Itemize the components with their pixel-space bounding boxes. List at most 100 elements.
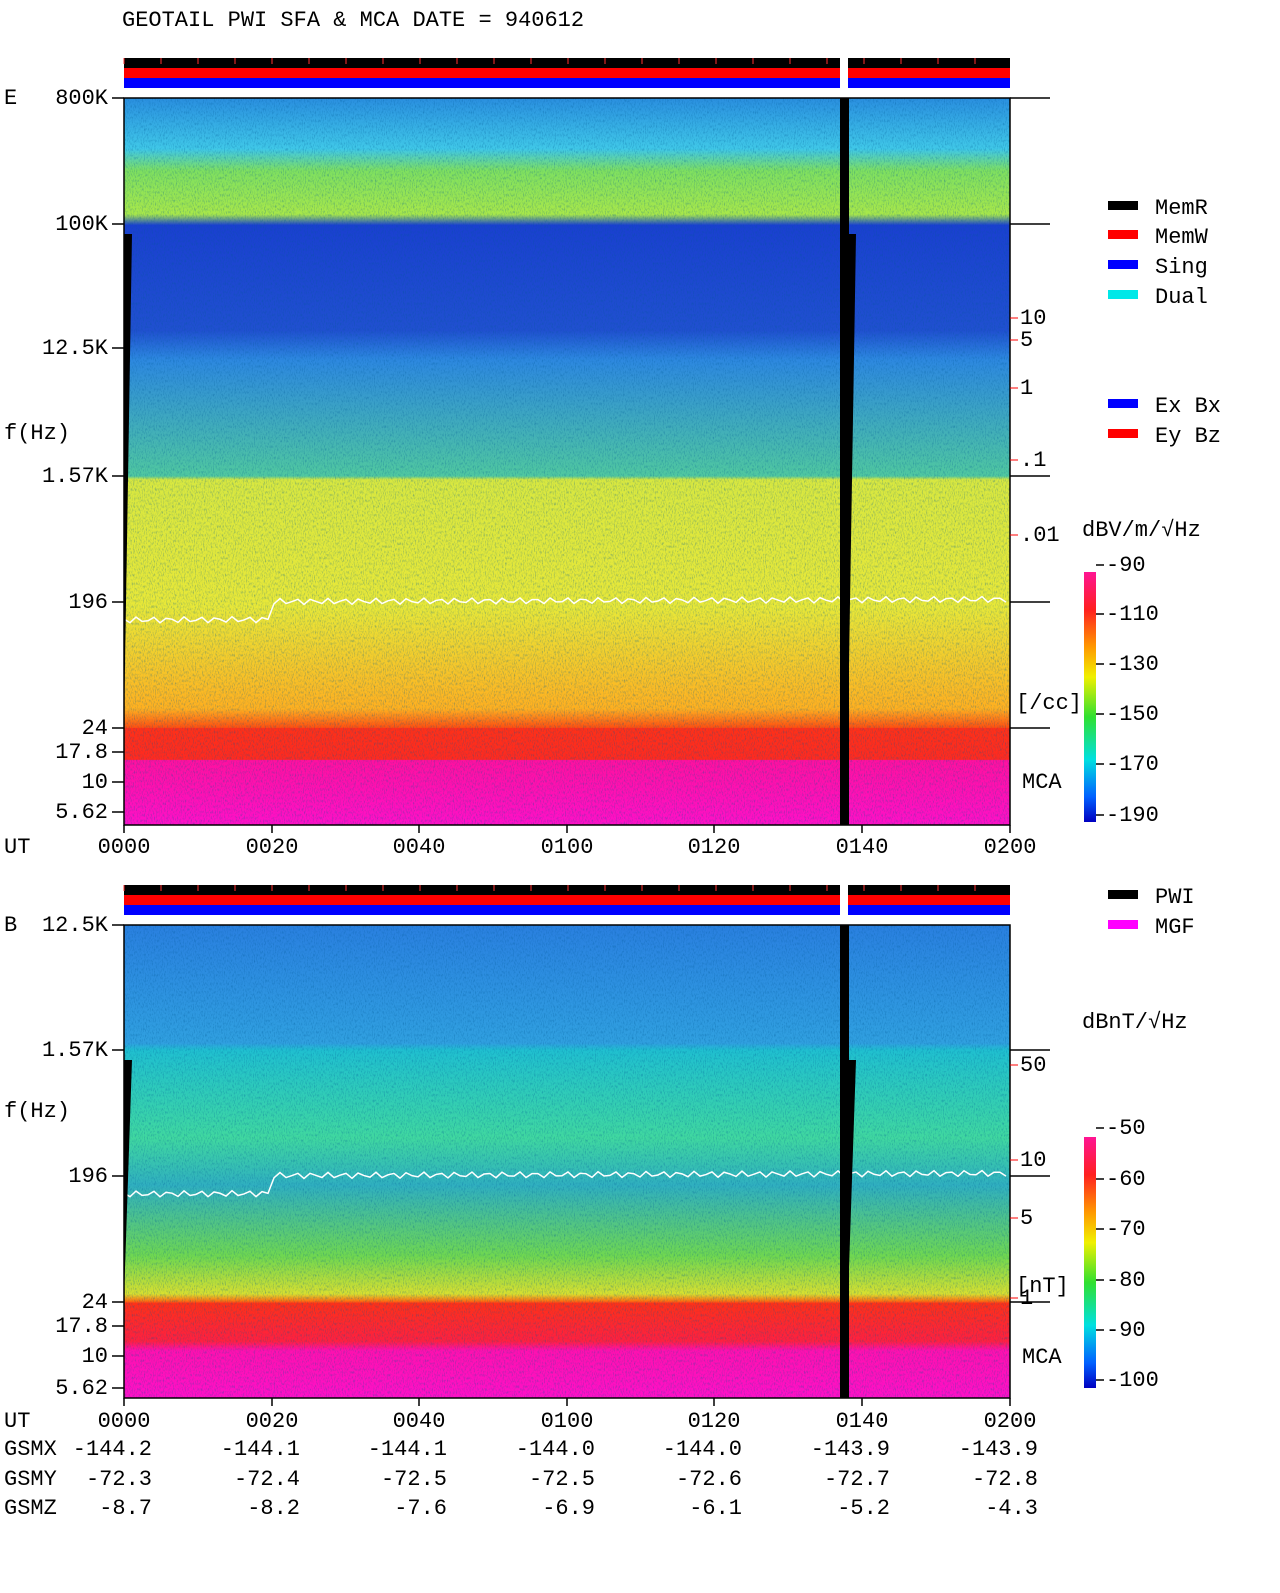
density-tick-label: 10 [1020, 1148, 1046, 1173]
wedge [124, 234, 132, 725]
wedge [848, 1060, 856, 1298]
orbit-value: -143.9 [959, 1437, 1038, 1462]
legend-label: MemR [1155, 196, 1208, 221]
legend-label: PWI [1155, 885, 1195, 910]
legend-swatch [1108, 890, 1138, 899]
legend-swatch [1108, 260, 1138, 269]
density-tick-label: 10 [1020, 306, 1046, 331]
freq-tick-label: 24 [82, 716, 108, 741]
status-bar [124, 905, 1010, 915]
status-bar [124, 885, 1010, 895]
orbit-value: -72.5 [381, 1467, 447, 1492]
density-tick-label: 5 [1020, 328, 1033, 353]
ut-label: UT [4, 835, 30, 860]
freq-tick-label: 12.5K [42, 913, 109, 938]
time-tick-label: 0200 [984, 1409, 1037, 1434]
density-tick-label: 50 [1020, 1053, 1046, 1078]
orbit-value: -7.6 [394, 1496, 447, 1521]
mca-label: MCA [1022, 1345, 1062, 1370]
colorbar-tick-label: -150 [1106, 702, 1159, 727]
time-tick-label: 0120 [688, 1409, 741, 1434]
orbit-value: -8.2 [247, 1496, 300, 1521]
status-bar [124, 58, 1010, 68]
plasma-line [123, 1169, 1007, 1198]
time-tick-label: 0140 [836, 835, 889, 860]
freq-tick-label: 800K [55, 86, 109, 111]
colorbar-tick-label: -130 [1106, 652, 1159, 677]
density-tick-label: 5 [1020, 1206, 1033, 1231]
freq-tick-label: 100K [55, 212, 109, 237]
colorbar-tick-label: -90 [1106, 553, 1146, 578]
legend-swatch [1108, 230, 1138, 239]
freq-tick-label: 196 [68, 1164, 108, 1189]
data-gap [840, 925, 849, 1398]
freq-tick-label: 1.57K [42, 464, 109, 489]
orbit-label: GSMX [4, 1437, 57, 1462]
orbit-value: -6.1 [689, 1496, 742, 1521]
legend-label: Dual [1155, 285, 1208, 310]
legend-swatch [1108, 290, 1138, 299]
orbit-value: -6.9 [542, 1496, 595, 1521]
wedge [124, 1060, 132, 1298]
colorbar [1084, 572, 1096, 822]
legend-label: Sing [1155, 255, 1208, 280]
orbit-value: -72.6 [676, 1467, 742, 1492]
colorbar-tick-label: -50 [1106, 1116, 1146, 1141]
time-tick-label: 0140 [836, 1409, 889, 1434]
freq-tick-label: 5.62 [55, 1376, 108, 1401]
density-tick-label: .1 [1020, 448, 1046, 473]
orbit-value: -143.9 [811, 1437, 890, 1462]
status-bar [124, 78, 1010, 88]
freq-tick-label: 17.8 [55, 1314, 108, 1339]
plasma-line [123, 595, 1007, 624]
legend-label: Ey Bz [1155, 424, 1221, 449]
density-tick-label: 1 [1020, 376, 1033, 401]
colorbar-title: dBnT/√Hz [1082, 1010, 1188, 1035]
density-unit: [/cc] [1016, 691, 1082, 716]
time-tick-label: 0020 [246, 1409, 299, 1434]
legend-label: Ex Bx [1155, 394, 1221, 419]
colorbar-title: dBV/m/√Hz [1082, 518, 1201, 543]
status-gap [840, 58, 848, 88]
orbit-label: GSMZ [4, 1496, 57, 1521]
y-axis-label: f(Hz) [4, 421, 70, 446]
mca-label: MCA [1022, 770, 1062, 795]
data-gap [840, 98, 849, 825]
colorbar-tick-label: -100 [1106, 1368, 1159, 1393]
colorbar-tick-label: -170 [1106, 752, 1159, 777]
time-tick-label: 0020 [246, 835, 299, 860]
freq-tick-label: 12.5K [42, 336, 109, 361]
orbit-label: GSMY [4, 1467, 57, 1492]
time-tick-label: 0100 [541, 835, 594, 860]
density-tick-label: .01 [1020, 523, 1060, 548]
freq-tick-label: 10 [82, 1344, 108, 1369]
orbit-value: -72.5 [529, 1467, 595, 1492]
wedge [848, 234, 856, 725]
freq-tick-label: 5.62 [55, 800, 108, 825]
spectrogram-noise [124, 98, 1010, 825]
time-tick-label: 0040 [393, 1409, 446, 1434]
time-tick-label: 0040 [393, 835, 446, 860]
orbit-value: -144.0 [663, 1437, 742, 1462]
orbit-value: -144.1 [368, 1437, 447, 1462]
colorbar-tick-label: -60 [1106, 1167, 1146, 1192]
panel-label: B [4, 913, 17, 938]
colorbar-tick-label: -80 [1106, 1268, 1146, 1293]
legend-swatch [1108, 399, 1138, 408]
time-tick-label: 0000 [98, 1409, 151, 1434]
freq-tick-label: 10 [82, 770, 108, 795]
orbit-value: -4.3 [985, 1496, 1038, 1521]
freq-tick-label: 1.57K [42, 1038, 109, 1063]
freq-tick-label: 17.8 [55, 740, 108, 765]
status-bar [124, 68, 1010, 78]
orbit-value: -144.2 [73, 1437, 152, 1462]
orbit-value: -72.7 [824, 1467, 890, 1492]
time-tick-label: 0200 [984, 835, 1037, 860]
freq-tick-label: 24 [82, 1290, 108, 1315]
ut-label: UT [4, 1409, 30, 1434]
orbit-value: -144.0 [516, 1437, 595, 1462]
legend-label: MGF [1155, 915, 1195, 940]
colorbar-tick-label: -70 [1106, 1217, 1146, 1242]
colorbar-tick-label: -90 [1106, 1318, 1146, 1343]
